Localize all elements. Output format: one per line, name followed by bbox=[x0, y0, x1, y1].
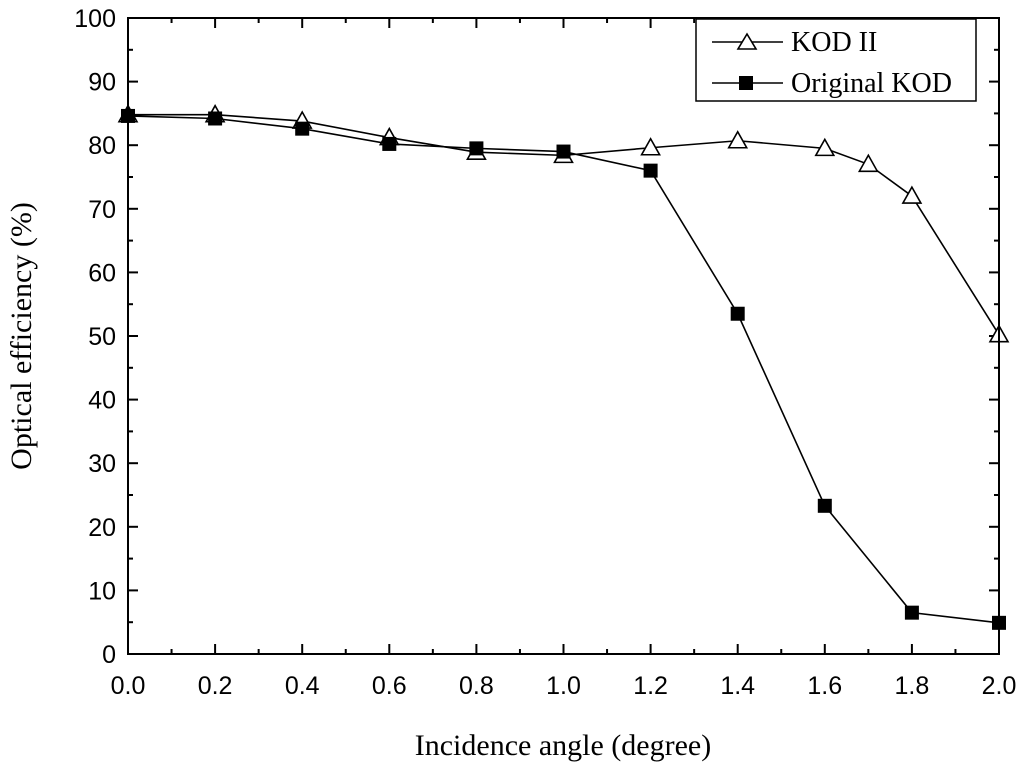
data-point-kod-ii bbox=[727, 130, 749, 149]
data-point-original-kod bbox=[817, 498, 832, 513]
x-tick-label: 1.0 bbox=[546, 672, 581, 700]
x-tick-label: 0.6 bbox=[372, 672, 407, 700]
series-original-kod bbox=[121, 108, 1006, 630]
x-tick-label: 0.8 bbox=[459, 672, 494, 700]
y-tick-label: 100 bbox=[74, 5, 116, 33]
x-tick-label: 0.0 bbox=[111, 672, 146, 700]
x-tick-label: 1.6 bbox=[807, 672, 842, 700]
legend: KOD II Original KOD bbox=[695, 18, 977, 102]
plot-frame bbox=[127, 17, 1000, 655]
data-point-original-kod bbox=[208, 111, 223, 126]
y-tick-label: 20 bbox=[88, 514, 116, 542]
data-point-original-kod bbox=[643, 163, 658, 178]
y-tick-label: 50 bbox=[88, 323, 116, 351]
x-axis-title: Incidence angle (degree) bbox=[415, 729, 711, 762]
legend-label-kod-ii: KOD II bbox=[791, 27, 877, 58]
data-point-original-kod bbox=[382, 136, 397, 151]
x-tick-label: 2.0 bbox=[982, 672, 1017, 700]
y-tick-label: 10 bbox=[88, 577, 116, 605]
legend-marker-original-kod bbox=[739, 76, 753, 90]
x-tick-label: 1.8 bbox=[895, 672, 930, 700]
x-tick-label: 1.4 bbox=[720, 672, 755, 700]
y-axis-title: Optical efficiency (%) bbox=[5, 202, 38, 470]
y-tick-label: 70 bbox=[88, 196, 116, 224]
y-tick-label: 40 bbox=[88, 387, 116, 415]
x-tick-label: 1.2 bbox=[633, 672, 668, 700]
data-point-kod-ii bbox=[640, 137, 661, 156]
data-point-original-kod bbox=[904, 605, 919, 620]
data-point-original-kod bbox=[556, 144, 571, 159]
data-point-original-kod bbox=[295, 121, 310, 136]
data-point-original-kod bbox=[730, 306, 745, 321]
y-tick-label: 30 bbox=[88, 450, 116, 478]
legend-marker-kod-ii bbox=[736, 32, 758, 50]
data-point-kod-ii bbox=[857, 153, 879, 173]
data-point-original-kod bbox=[469, 141, 484, 156]
data-point-kod-ii bbox=[901, 185, 923, 204]
legend-label-original-kod: Original KOD bbox=[791, 68, 952, 99]
data-point-kod-ii bbox=[814, 137, 836, 157]
x-tick-label: 0.4 bbox=[285, 672, 320, 700]
y-tick-label: 0 bbox=[102, 641, 116, 669]
x-tick-label: 0.2 bbox=[198, 672, 233, 700]
y-tick-label: 60 bbox=[88, 259, 116, 287]
series-layer bbox=[117, 104, 1010, 630]
tick-labels: 0.0 0.2 0.4 0.6 0.8 1.0 1.2 1.4 1.6 1.8 2.0 0 10 20 30… bbox=[74, 5, 1016, 700]
y-tick-label: 80 bbox=[88, 132, 116, 160]
y-tick-label: 90 bbox=[88, 69, 116, 97]
